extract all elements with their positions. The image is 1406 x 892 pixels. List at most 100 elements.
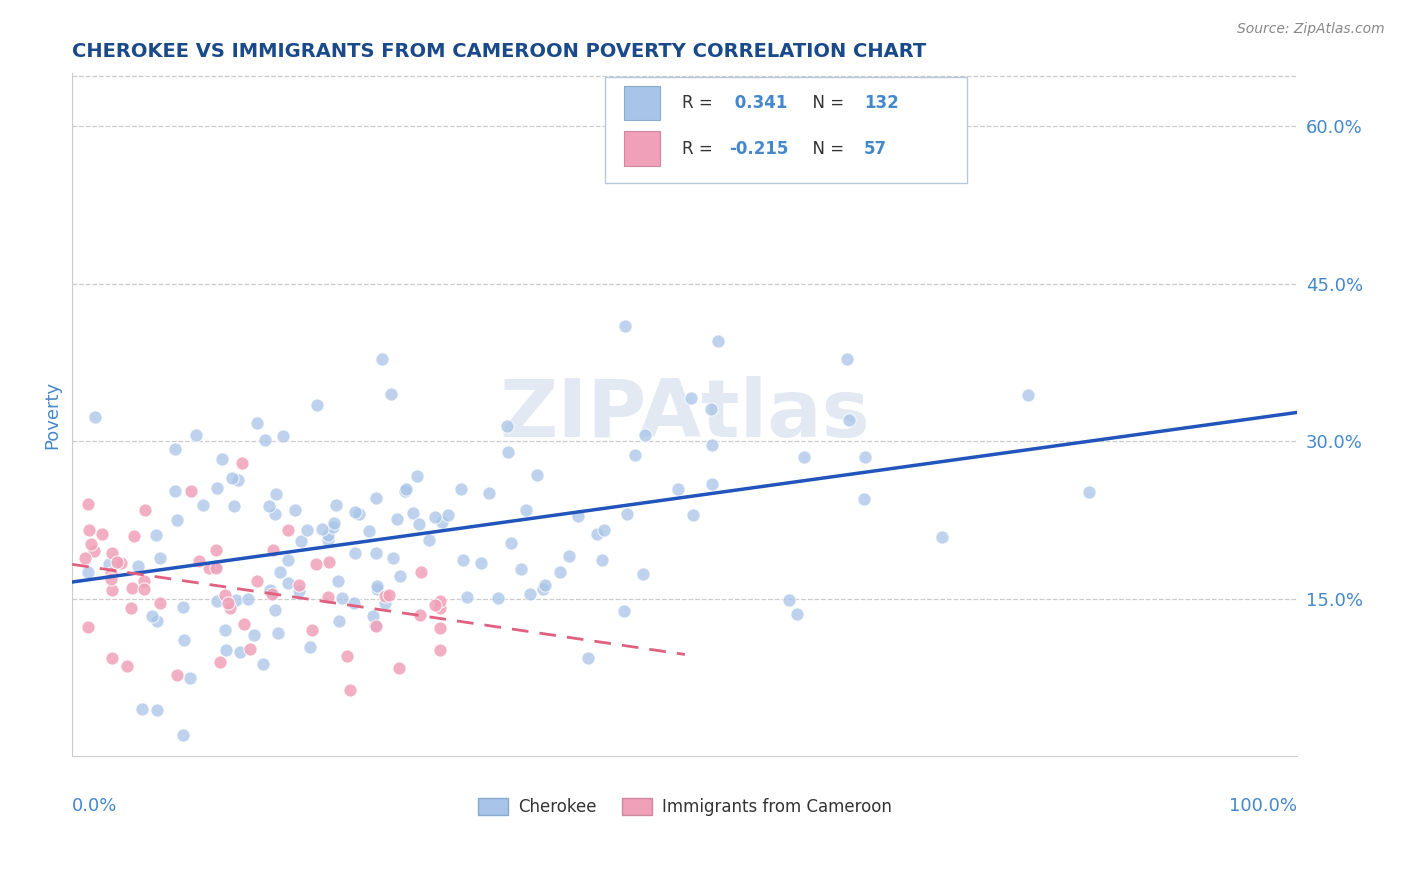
- Y-axis label: Poverty: Poverty: [44, 381, 60, 449]
- Point: [101, 546, 124, 560]
- Point: [450, 482, 472, 496]
- FancyBboxPatch shape: [624, 131, 661, 166]
- Point: [260, 584, 283, 599]
- Point: [373, 596, 395, 610]
- Point: [101, 651, 124, 665]
- Point: [425, 510, 447, 524]
- Point: [273, 429, 295, 443]
- Point: [257, 499, 280, 513]
- Point: [838, 413, 860, 427]
- Point: [73, 551, 96, 566]
- Point: [184, 427, 207, 442]
- Point: [120, 600, 142, 615]
- Point: [166, 513, 188, 527]
- Point: [253, 434, 276, 448]
- Point: [221, 471, 243, 485]
- Point: [264, 508, 287, 522]
- FancyBboxPatch shape: [605, 77, 966, 183]
- Point: [316, 590, 339, 604]
- Point: [122, 529, 145, 543]
- Point: [163, 442, 186, 456]
- Point: [76, 620, 98, 634]
- Point: [243, 628, 266, 642]
- Point: [318, 555, 340, 569]
- Point: [214, 588, 236, 602]
- Point: [238, 592, 260, 607]
- Point: [534, 578, 557, 592]
- Point: [173, 632, 195, 647]
- Point: [456, 591, 478, 605]
- Point: [385, 512, 408, 526]
- Point: [311, 522, 333, 536]
- Point: [288, 583, 311, 598]
- Point: [145, 528, 167, 542]
- Point: [277, 523, 299, 537]
- Point: [515, 502, 537, 516]
- Point: [366, 582, 388, 596]
- Point: [679, 391, 702, 405]
- Legend: Cherokee, Immigrants from Cameroon: Cherokee, Immigrants from Cameroon: [471, 791, 898, 823]
- Point: [318, 533, 340, 547]
- Point: [132, 582, 155, 596]
- Point: [322, 520, 344, 534]
- Point: [179, 671, 201, 685]
- Point: [700, 476, 723, 491]
- Point: [377, 588, 399, 602]
- Point: [700, 438, 723, 452]
- Point: [316, 527, 339, 541]
- Point: [531, 582, 554, 597]
- Text: R =: R =: [682, 139, 718, 158]
- Point: [558, 549, 581, 563]
- Point: [852, 492, 875, 507]
- Point: [336, 648, 359, 663]
- Point: [226, 474, 249, 488]
- Point: [786, 607, 808, 622]
- Point: [401, 506, 423, 520]
- Point: [496, 444, 519, 458]
- Point: [567, 509, 589, 524]
- Point: [593, 523, 616, 537]
- Point: [101, 582, 124, 597]
- Point: [429, 600, 451, 615]
- Point: [233, 616, 256, 631]
- Point: [423, 599, 446, 613]
- Point: [290, 533, 312, 548]
- Point: [363, 618, 385, 632]
- Point: [495, 419, 517, 434]
- Point: [343, 505, 366, 519]
- Point: [224, 500, 246, 514]
- Point: [100, 566, 122, 581]
- Point: [429, 643, 451, 657]
- Point: [134, 503, 156, 517]
- Point: [239, 641, 262, 656]
- Point: [394, 484, 416, 499]
- Point: [264, 487, 287, 501]
- Point: [83, 544, 105, 558]
- Text: 57: 57: [863, 139, 887, 158]
- Point: [409, 607, 432, 622]
- Point: [343, 596, 366, 610]
- Point: [835, 351, 858, 366]
- Point: [1017, 388, 1039, 402]
- Text: N =: N =: [803, 139, 849, 158]
- Point: [592, 553, 614, 567]
- Point: [576, 650, 599, 665]
- Point: [197, 561, 219, 575]
- Point: [191, 498, 214, 512]
- Point: [793, 450, 815, 464]
- Point: [330, 591, 353, 606]
- Point: [205, 594, 228, 608]
- Point: [172, 728, 194, 742]
- Point: [205, 561, 228, 575]
- Point: [229, 645, 252, 659]
- Point: [91, 527, 114, 541]
- Point: [323, 516, 346, 530]
- Point: [501, 536, 523, 550]
- Point: [287, 578, 309, 592]
- FancyBboxPatch shape: [624, 86, 661, 120]
- Point: [682, 508, 704, 523]
- Point: [277, 575, 299, 590]
- Point: [166, 668, 188, 682]
- Point: [146, 614, 169, 628]
- Point: [853, 450, 876, 464]
